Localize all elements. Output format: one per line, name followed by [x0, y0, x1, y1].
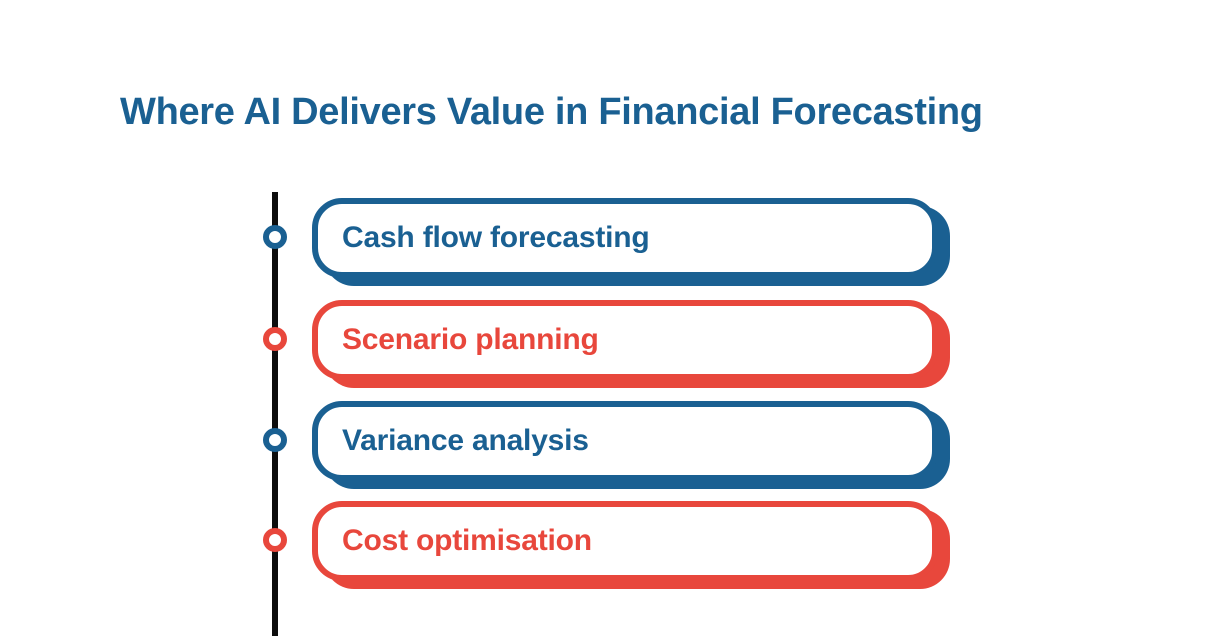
timeline-marker-1: [263, 225, 287, 249]
card-4[interactable]: Cost optimisation: [312, 501, 938, 581]
card-3[interactable]: Variance analysis: [312, 401, 938, 481]
card-label-3: Variance analysis: [342, 424, 589, 457]
timeline-marker-4: [263, 528, 287, 552]
timeline-item-4[interactable]: Cost optimisation: [312, 501, 952, 597]
card-label-2: Scenario planning: [342, 323, 599, 356]
card-label-4: Cost optimisation: [342, 524, 592, 557]
timeline-marker-2: [263, 327, 287, 351]
timeline-item-1[interactable]: Cash flow forecasting: [312, 198, 952, 294]
page-title: Where AI Delivers Value in Financial For…: [120, 91, 983, 133]
timeline-marker-3: [263, 428, 287, 452]
card-label-1: Cash flow forecasting: [342, 221, 650, 254]
timeline-axis-line: [272, 192, 278, 636]
card-1[interactable]: Cash flow forecasting: [312, 198, 938, 278]
card-2[interactable]: Scenario planning: [312, 300, 938, 380]
timeline-item-2[interactable]: Scenario planning: [312, 300, 952, 396]
timeline-item-3[interactable]: Variance analysis: [312, 401, 952, 497]
